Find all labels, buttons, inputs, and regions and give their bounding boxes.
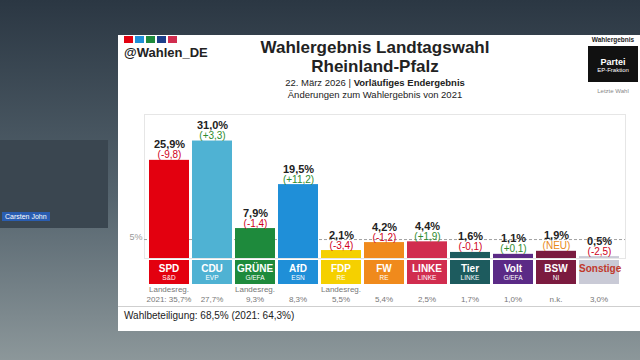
html-text:Wahlergebnis: Wahlergebnis: [591, 36, 635, 43]
html-text:CDU: CDU: [201, 263, 223, 274]
svg-text:2,1%: 2,1%: [329, 228, 354, 241]
html-text:LINKE: LINKE: [417, 274, 437, 281]
html-text:RE: RE: [336, 274, 346, 281]
svg-text:1,6%: 1,6%: [458, 230, 483, 243]
svg-text:(NEU): (NEU): [543, 240, 571, 251]
html-text:G/EFA: G/EFA: [245, 274, 265, 281]
html-text:EVP: EVP: [205, 274, 219, 281]
html-text:Wahlergebnis Landtagswahl Rhei: Wahlergebnis Landtagswahl Rheinland-Pfal…: [260, 38, 490, 76]
html-text:FDP: FDP: [331, 263, 351, 274]
html-text:2,5%: 2,5%: [417, 295, 437, 304]
html-text:FW: FW: [376, 263, 392, 274]
svg-text:1,1%: 1,1%: [501, 232, 526, 245]
svg-text:0,5%: 0,5%: [587, 234, 612, 247]
html-text:AfD: AfD: [289, 263, 307, 274]
html-text:Landesreg.: Landesreg.: [321, 285, 361, 294]
svg-text:4,2%: 4,2%: [372, 220, 397, 233]
html-text:Volt: Volt: [503, 263, 523, 274]
svg-text:5%: 5%: [129, 232, 142, 242]
html-text:Partei: Partei: [600, 57, 626, 67]
svg-text:(+3,3): (+3,3): [199, 130, 225, 141]
html-text:LINKE: LINKE: [412, 263, 442, 274]
svg-text:7,9%: 7,9%: [243, 206, 268, 219]
svg-text:19,5%: 19,5%: [282, 162, 315, 175]
html-text:Sonstige: Sonstige: [579, 263, 622, 274]
svg-text:(+11,2): (+11,2): [283, 174, 314, 185]
html-text:1,7%: 1,7%: [460, 295, 480, 304]
html-text:27,7%: 27,7%: [200, 295, 224, 304]
html-text:BSW: BSW: [544, 263, 568, 274]
html-text:5,4%: 5,4%: [374, 295, 394, 304]
html-text:SPD: SPD: [158, 263, 180, 274]
html-text:RE: RE: [379, 274, 389, 281]
html-text:22. März 2026 | Vorläufiges En: 22. März 2026 | Vorläufiges Endergebnis: [285, 77, 465, 88]
html-text:Änderungen zum Wahlergebnis vo: Änderungen zum Wahlergebnis von 2021: [287, 89, 463, 100]
html-text:G/EFA: G/EFA: [503, 274, 523, 281]
svg-text:(-2,5): (-2,5): [588, 246, 612, 257]
html-text:LINKE: LINKE: [460, 274, 480, 281]
svg-text:(-9,8): (-9,8): [158, 149, 182, 160]
html-text:8,3%: 8,3%: [288, 295, 308, 304]
html-text:EP-Fraktion: EP-Fraktion: [597, 67, 629, 73]
html-text:ESN: ESN: [291, 274, 305, 281]
html-text:9,3%: 9,3%: [245, 295, 265, 304]
svg-text:(-0,1): (-0,1): [459, 241, 483, 252]
svg-text:1,9%: 1,9%: [544, 229, 569, 242]
html-text:Landesreg.: Landesreg.: [235, 285, 275, 294]
html-text:Landesreg.: Landesreg.: [149, 285, 189, 294]
svg-text:(-1,2): (-1,2): [373, 232, 397, 243]
svg-text:(-3,4): (-3,4): [330, 240, 354, 251]
html-text:@Wahlen_DE: @Wahlen_DE: [124, 45, 208, 60]
html-text:GRÜNE: GRÜNE: [236, 263, 274, 274]
html-text:5,5%: 5,5%: [331, 295, 351, 304]
html-text:2021: 35,7%: 2021: 35,7%: [146, 295, 192, 304]
html-text:Tier: Tier: [460, 263, 480, 274]
svg-text:(+1,9): (+1,9): [414, 231, 440, 242]
svg-text:(-1,4): (-1,4): [244, 218, 268, 229]
svg-text:25,9%: 25,9%: [153, 138, 186, 151]
html-text:Wahlbeteiligung: 68,5% (2021:: Wahlbeteiligung: 68,5% (2021: 64,3%): [124, 310, 295, 321]
html-text:Letzte Wahl: Letzte Wahl: [597, 88, 629, 94]
svg-text:31,0%: 31,0%: [196, 119, 229, 131]
html-text:Carsten John: Carsten John: [5, 213, 47, 220]
html-text:S&D: S&D: [162, 274, 176, 281]
html-text:NI: NI: [552, 274, 560, 281]
html-text:3,0%: 3,0%: [589, 295, 609, 304]
html-text:n.k.: n.k.: [549, 295, 563, 304]
svg-text:4,4%: 4,4%: [415, 219, 440, 232]
html-text:1,0%: 1,0%: [503, 295, 523, 304]
svg-text:(+0,1): (+0,1): [500, 243, 526, 254]
